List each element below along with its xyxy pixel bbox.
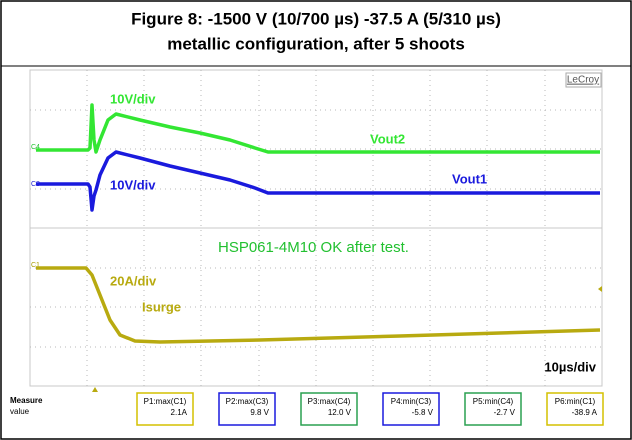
timebase: 10µs/div [544,359,596,374]
measurements: P1:max(C1) 2.1A P2:max(C3) 9.8 V P3:max(C4) 1… [136,392,604,426]
trace-name: Isurge [142,299,181,314]
measure-value: -2.7 V [494,408,516,417]
brand: LeCroy [567,75,599,86]
title-line: metallic configuration, after 5 shoots [167,34,465,53]
measure-value: -38.9 A [572,408,598,417]
measure-box [136,392,194,426]
title-line: Figure 8: -1500 V (10/700 µs) -37.5 A (5… [131,9,501,28]
measure-name: P3:max(C4) [308,397,351,406]
trace-scale: 10V/div [110,91,156,106]
measure-name: P4:min(C3) [391,397,432,406]
trigger-time-marker [92,387,98,392]
measure-value: -5.8 V [412,408,434,417]
trace-name: Vout2 [370,131,405,146]
measure-label: Measure [10,396,43,405]
trace-name: Vout1 [452,171,487,186]
measure-value: 12.0 V [328,408,352,417]
vout2-trace [36,103,600,154]
annotation: HSP061-4M10 OK after test. [218,239,409,256]
measure-box [464,392,522,426]
measure-name: P5:min(C4) [473,397,514,406]
channel-label: C3 [31,181,40,188]
vout1-trace [36,150,600,212]
measure-value: 2.1A [171,408,188,417]
channel-label: C4 [31,144,40,151]
channel-label: C1 [31,262,40,269]
measure-name: P1:max(C1) [144,397,187,406]
measure-box [546,392,604,426]
isurge-trace [36,266,601,344]
trace-scale: 20A/div [110,273,157,288]
measure-name: P6:min(C1) [555,397,596,406]
measure-value: 9.8 V [250,408,269,417]
measure-name: P2:max(C3) [226,397,269,406]
value-label: value [10,407,30,416]
measure-box [382,392,440,426]
brand-box [565,72,602,88]
trigger-level-marker [598,286,602,292]
measure-box [300,392,358,426]
trace-scale: 10V/div [110,177,156,192]
measure-box [218,392,276,426]
